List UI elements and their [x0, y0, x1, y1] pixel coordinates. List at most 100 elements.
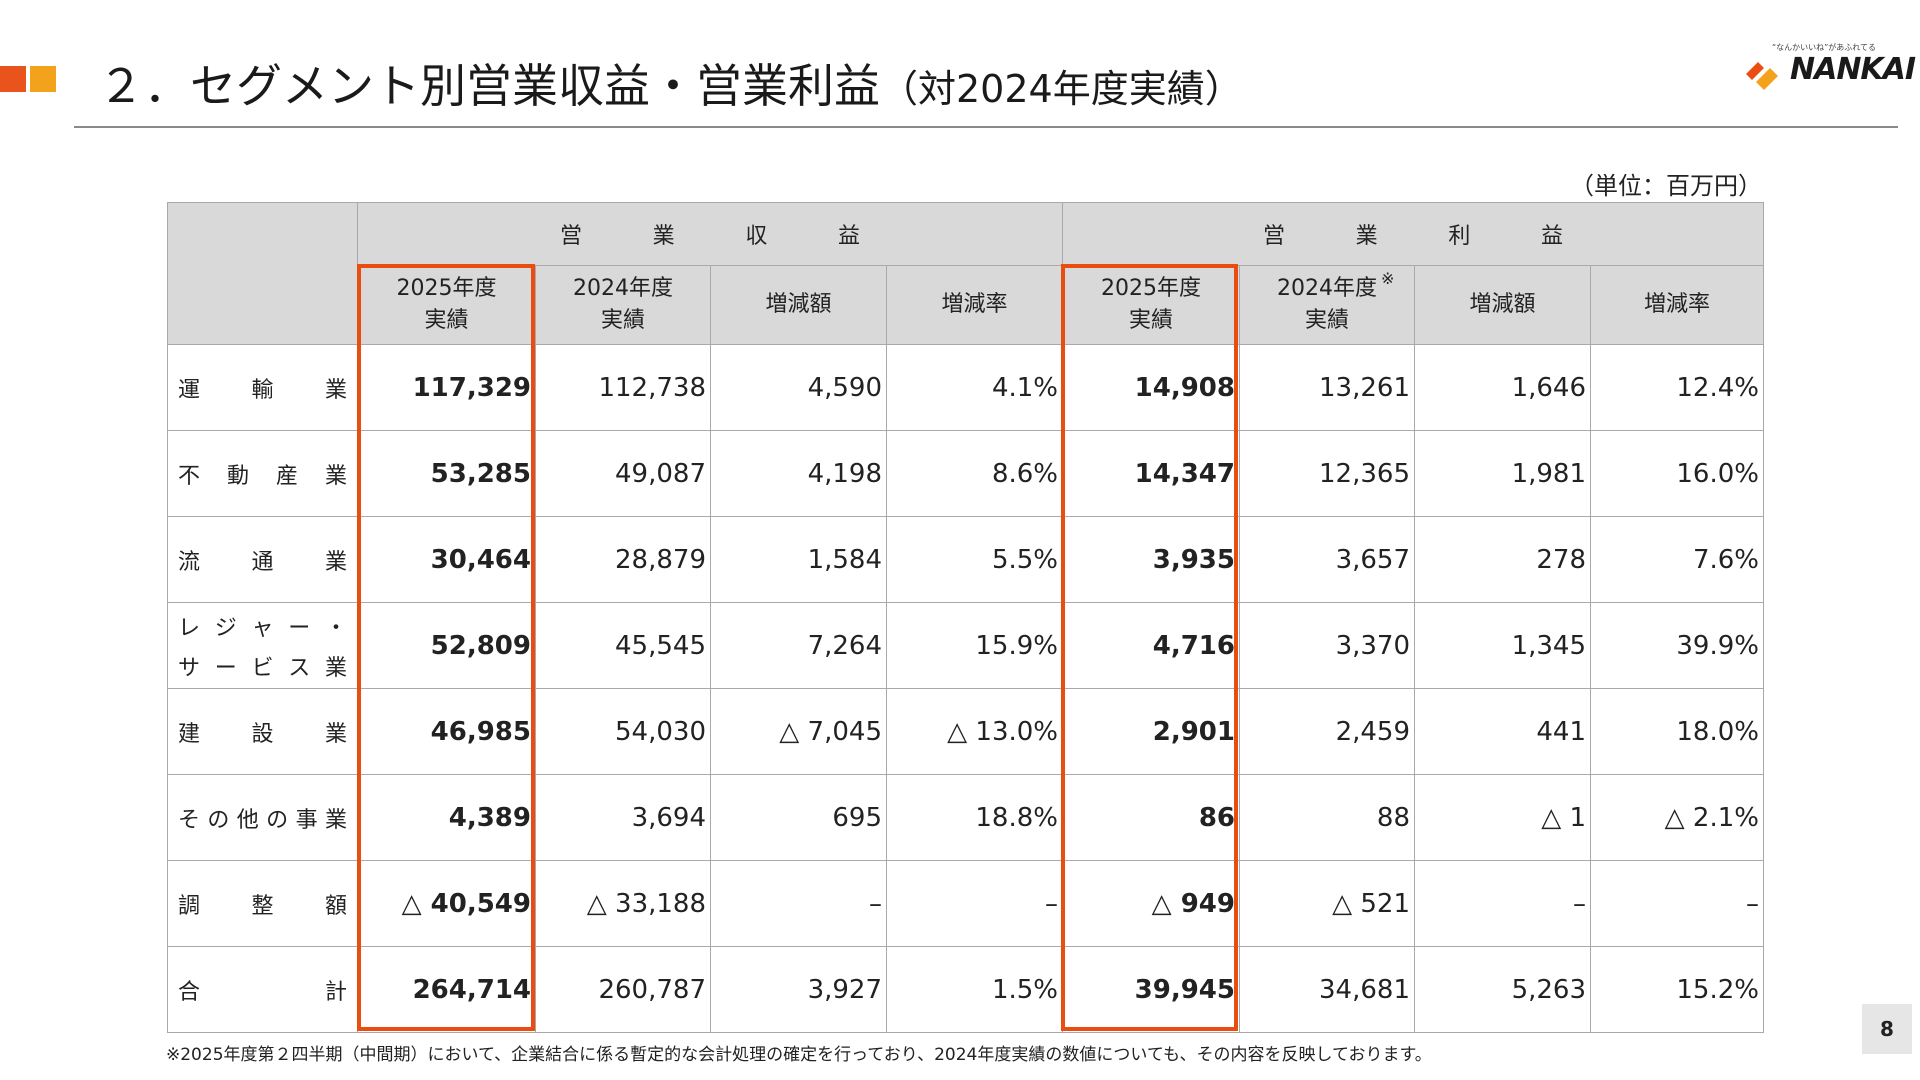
row-label-char: 業 [324, 549, 347, 575]
row-label: 建設業 [167, 688, 358, 775]
row-label-char: ・ [324, 615, 347, 641]
nankai-logo: “なんかいいね”があふれてる NANKAI [1744, 42, 1916, 90]
row-label: 調整額 [167, 860, 358, 947]
group-header-char: 業 [1355, 224, 1378, 249]
table-cell: 18.8% [886, 774, 1063, 861]
table-cell: 264,714 [357, 946, 536, 1033]
table-cell: 695 [710, 774, 887, 861]
column-header: 増減率 [1590, 265, 1764, 345]
column-header-text: 実績 [600, 308, 645, 333]
table-cell: 1,646 [1414, 344, 1591, 431]
row-label-char: ー [288, 615, 311, 641]
column-header-text: 実績 [424, 308, 469, 333]
row-label: 合計 [167, 946, 358, 1033]
note-mark: ※ [1381, 269, 1395, 288]
column-header: 2025年度 実績 [357, 265, 536, 345]
row-label-char: 業 [324, 721, 347, 747]
group-header-char: 営 [560, 224, 583, 249]
row-label-char: 調 [178, 893, 201, 919]
row-label-char: ジ [214, 615, 237, 641]
title-accent-orange [0, 66, 26, 92]
table-cell: 54,030 [535, 688, 711, 775]
table-cell: 278 [1414, 516, 1591, 603]
table-row: 不動産業 53,285 49,087 4,198 8.6% 14,347 12,365 1,9… [167, 430, 1764, 517]
table-cell: – [1590, 860, 1764, 947]
column-header-text: 2024年度 [573, 276, 673, 301]
table-cell: 34,681 [1239, 946, 1415, 1033]
row-label-char: 業 [324, 377, 347, 403]
table-cell: 53,285 [357, 430, 536, 517]
segment-table: 営業収益 営業利益 2025年度 実績 2024年度 実績 増減額 増減率 2025年度 実績… [167, 202, 1764, 1033]
table-cell: – [710, 860, 887, 947]
row-label-char: 業 [324, 463, 347, 489]
table-cell: 7.6% [1590, 516, 1764, 603]
column-header: 増減額 [1414, 265, 1591, 345]
group-header-char: 利 [1448, 224, 1471, 249]
column-header-text: 2024年度 [1277, 276, 1377, 301]
row-label: その他の事業 [167, 774, 358, 861]
table-row: 流 通 業 30,464 28,879 1,584 5.5% 3,935 3,657 278 7.6… [167, 516, 1764, 603]
table-cell: △ 40,549 [357, 860, 536, 947]
table-cell: 5.5% [886, 516, 1063, 603]
row-label-char: 流 [178, 549, 201, 575]
footnote: ※2025年度第２四半期（中間期）において、企業結合に係る暫定的な会計処理の確定… [166, 1045, 1432, 1065]
row-label: レジャー・サービス業 [167, 602, 358, 689]
table-cell: 1,584 [710, 516, 887, 603]
header-corner [167, 202, 358, 345]
table-cell: 39,945 [1062, 946, 1240, 1033]
table-cell: 260,787 [535, 946, 711, 1033]
table-cell: 12.4% [1590, 344, 1764, 431]
row-label-char: ー [214, 655, 237, 681]
row-label-char: の [266, 807, 289, 833]
table-row: 運 輸 業 117,329 112,738 4,590 4.1% 14,908 13,261 1,… [167, 344, 1764, 431]
table-cell: 14,347 [1062, 430, 1240, 517]
row-label: 不動産業 [167, 430, 358, 517]
table-cell: 117,329 [357, 344, 536, 431]
table-cell: 3,935 [1062, 516, 1240, 603]
column-header: 2024年度 実績 [535, 265, 711, 345]
table-cell: 8.6% [886, 430, 1063, 517]
logo-mark-icon [1746, 62, 1778, 90]
table-cell: △ 33,188 [535, 860, 711, 947]
title-divider [74, 126, 1898, 128]
row-label: 流通業 [167, 516, 358, 603]
column-header-text: 増減率 [1643, 292, 1710, 317]
page-number: 8 [1862, 1004, 1912, 1054]
row-label-char: ビ [251, 655, 274, 681]
table-cell: 4,198 [710, 430, 887, 517]
column-header: 増減額 [710, 265, 887, 345]
table-cell: 18.0% [1590, 688, 1764, 775]
row-label-char: 事 [295, 807, 318, 833]
table-row: レジャー・サービス業 52,809 45,545 7,264 15.9% 4,716 3,3… [167, 602, 1764, 689]
row-label-char: 業 [324, 807, 347, 833]
row-label-char: 産 [275, 463, 298, 489]
table-cell: 3,370 [1239, 602, 1415, 689]
table-cell: △ 2.1% [1590, 774, 1764, 861]
table-cell: 49,087 [535, 430, 711, 517]
table-cell: 88 [1239, 774, 1415, 861]
group-header-char: 営 [1263, 224, 1286, 249]
column-header-text: 増減額 [1469, 292, 1536, 317]
row-label-char: サ [178, 655, 201, 681]
logo-tagline: “なんかいいね”があふれてる [1772, 43, 1877, 52]
table-cell: △ 521 [1239, 860, 1415, 947]
table-cell: 86 [1062, 774, 1240, 861]
column-header-text: 2025年度 [1101, 276, 1201, 301]
table-cell: – [886, 860, 1063, 947]
table-cell: 14,908 [1062, 344, 1240, 431]
table-cell: △ 7,045 [710, 688, 887, 775]
page-title: ２．セグメント別営業収益・営業利益（対2024年度実績） [98, 50, 1243, 116]
table-cell: 15.2% [1590, 946, 1764, 1033]
table-cell: 2,459 [1239, 688, 1415, 775]
row-label-char: そ [178, 807, 201, 833]
group-header-char: 益 [837, 224, 860, 249]
row-label-char: 合 [178, 979, 201, 1005]
column-header-text: 実績 [1128, 308, 1173, 333]
table-row: 建 設 業 46,985 54,030 △ 7,045 △ 13.0% 2,901 2,459 4… [167, 688, 1764, 775]
row-label-char: の [207, 807, 230, 833]
row-label-char: 建 [178, 721, 201, 747]
table-cell: 4,716 [1062, 602, 1240, 689]
table-cell: – [1414, 860, 1591, 947]
table-cell: 16.0% [1590, 430, 1764, 517]
row-label-char: 額 [324, 893, 347, 919]
